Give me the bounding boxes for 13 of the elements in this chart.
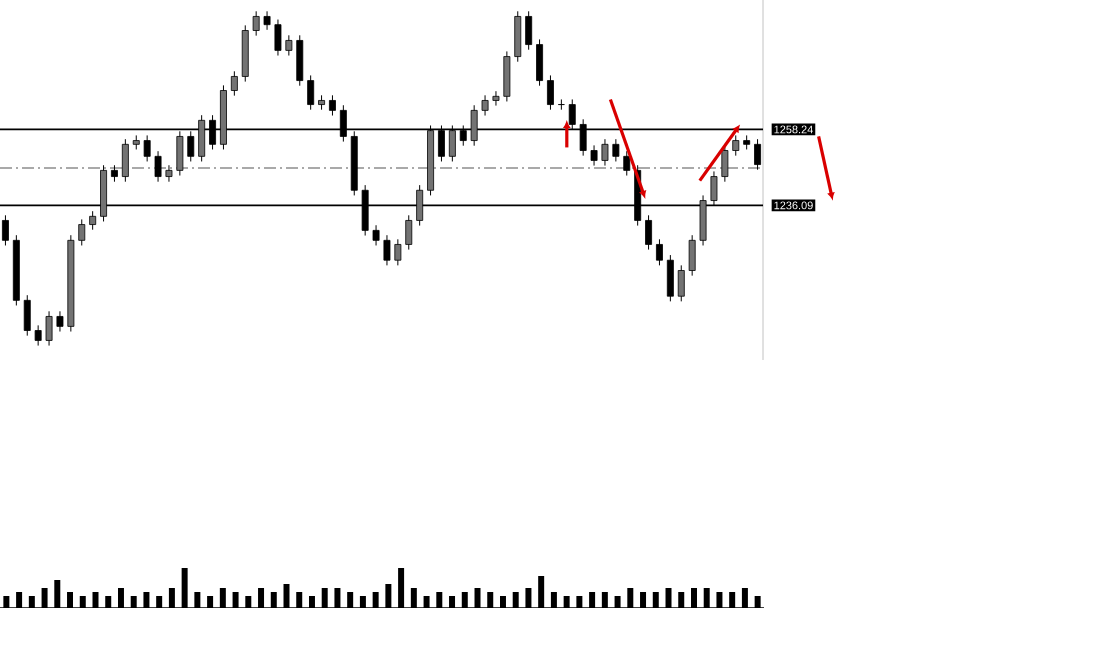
candlestick: [230, 70, 238, 97]
candlestick: [645, 214, 653, 251]
candlestick: [754, 138, 762, 171]
candlestick: [307, 74, 315, 111]
candlestick: [329, 94, 336, 117]
candlestick: [121, 138, 129, 183]
candlestick: [89, 210, 97, 231]
candlestick: [525, 10, 533, 51]
candlestick: [547, 74, 554, 111]
candlestick: [2, 214, 9, 246]
candlestick: [666, 254, 674, 302]
candlestick: [536, 38, 544, 87]
candlestick: [656, 238, 663, 266]
